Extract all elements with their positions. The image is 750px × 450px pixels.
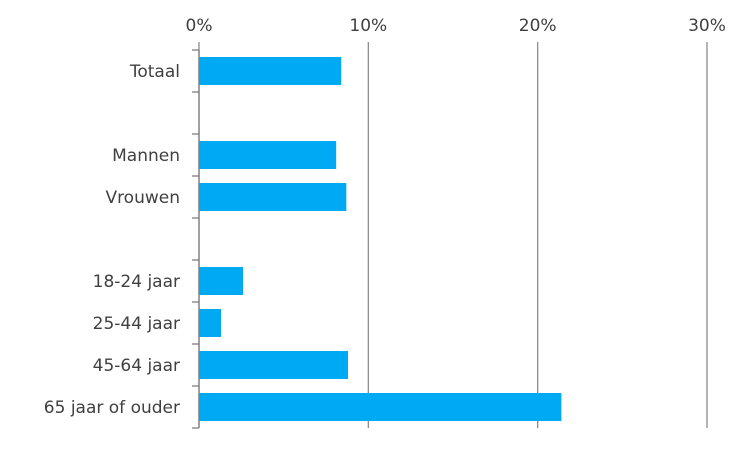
tick-label-10: 10% <box>349 16 387 36</box>
tick-label-30: 30% <box>688 16 726 36</box>
category-label: Vrouwen <box>105 188 180 208</box>
category-label: 45-64 jaar <box>93 356 180 376</box>
bar-18-24-jaar <box>199 267 244 295</box>
tick-label-0: 0% <box>186 16 213 36</box>
tick-label-20: 20% <box>519 16 557 36</box>
category-label: Mannen <box>112 146 180 166</box>
bar-25-44-jaar <box>199 309 222 337</box>
category-label: Totaal <box>129 62 180 82</box>
category-label: 65 jaar of ouder <box>44 398 180 418</box>
bar-45-64-jaar <box>199 351 349 379</box>
bar-65-jaar-of-ouder <box>199 393 562 421</box>
bar-totaal <box>199 57 342 85</box>
bar-mannen <box>199 141 337 169</box>
category-label: 18-24 jaar <box>93 272 180 292</box>
bar-vrouwen <box>199 183 347 211</box>
category-label: 25-44 jaar <box>93 314 180 334</box>
